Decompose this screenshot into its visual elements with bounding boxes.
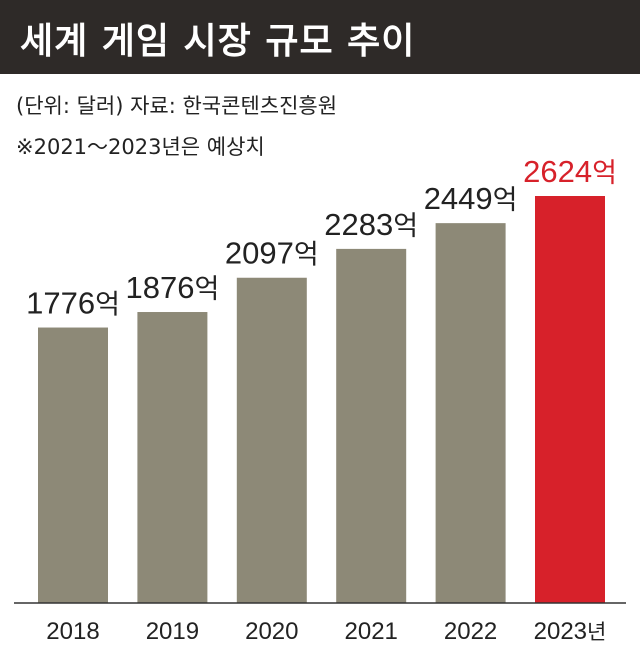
value-label-2022: 2449억 [424,181,518,216]
bar-2019 [137,312,208,603]
value-label-2020: 2097억 [225,236,319,271]
value-label-2021: 2283억 [324,207,418,242]
forecast-note: ※2021～2023년은 예상치 [16,135,265,159]
bar-2022 [435,223,506,603]
x-tick-2018: 2018 [46,618,99,645]
bar-2018 [38,327,108,603]
x-tick-2021: 2021 [345,618,398,645]
chart-title: 세계 게임 시장 규모 추이 [20,21,416,62]
title-bar: 세계 게임 시장 규모 추이 [0,0,640,74]
x-tick-2020: 2020 [245,618,298,645]
value-label-2023: 2624억 [523,154,617,189]
bar-2020 [236,277,307,603]
x-tick-2023: 2023년 [534,618,607,645]
x-tick-2019: 2019 [146,618,199,645]
value-label-2019: 1876억 [125,270,219,305]
x-tick-2022: 2022 [444,618,497,645]
value-label-2018: 1776억 [26,286,120,321]
bar-2023 [535,196,605,603]
bar-2021 [336,248,407,603]
unit-source-note: (단위: 달러) 자료: 한국콘텐츠진흥원 [16,94,338,118]
